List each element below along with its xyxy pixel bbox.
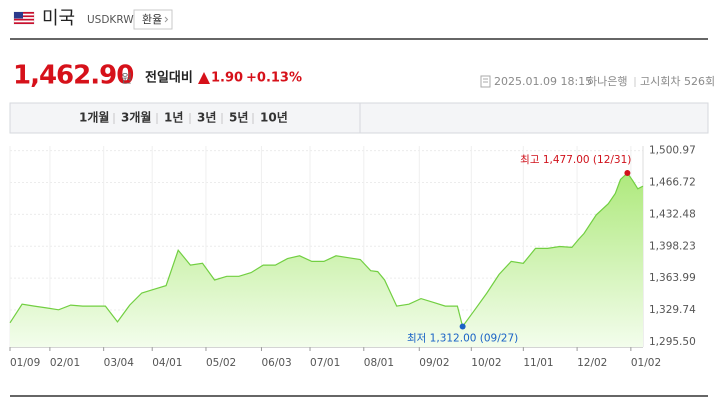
x-tick-label: 04/01 [152,357,182,369]
extreme-label: 최저 1,312.00 (09/27) [407,333,518,345]
datetime: 2025.01.09 18:15 [494,75,592,88]
tab[interactable]: 5년 [229,111,248,125]
tabs: 1개월 3개월 1년 3년 5년 10년 [79,110,288,125]
tab-bar [9,102,709,134]
button-label[interactable]: 환율 [142,13,162,26]
x-tick-label: 05/02 [206,357,236,369]
tab[interactable]: 1개월 [79,110,109,125]
x-tick-label: 12/02 [577,357,607,369]
x-tick-label: 08/01 [364,357,394,369]
tab[interactable]: 3년 [197,111,216,125]
y-tick-label: 1,466.72 [649,177,696,189]
round: 고시회차 526회 [640,75,715,88]
extreme-dot [624,169,631,176]
x-tick-label: 01/09 [10,357,40,369]
flag [13,11,35,25]
price-unit: 원 [121,72,132,86]
extreme-dot [459,323,466,330]
tab[interactable]: 1년 [164,111,183,125]
change-pct: +0.13% [246,71,302,86]
button-box[interactable] [133,9,173,30]
area-fill [10,173,643,347]
change-label: 전일대비 [145,70,193,86]
rate-button[interactable]: 환율 [133,9,173,30]
x-tick-label: 03/04 [104,357,135,369]
y-tick-label: 1,329.74 [649,304,696,316]
price: 1,462.90 [13,61,133,91]
x-tick-label: 09/02 [419,357,449,369]
x-tick-label: 02/01 [50,357,80,369]
tab[interactable]: 3개월 [121,110,151,125]
y-tick-label: 1,398.23 [649,240,696,252]
y-tick-label: 1,500.97 [649,145,696,157]
country: 미국 [42,8,75,29]
y-tick-label: 1,432.48 [649,208,696,220]
extreme-label: 최고 1,477.00 (12/31) [520,154,631,166]
up-arrow [198,72,210,84]
y-tick-label: 1,295.50 [649,336,696,348]
doc-icon [480,75,491,88]
line [9,172,644,328]
y-tick-label: 1,363.99 [649,272,696,284]
chart: 1,295.50 1,329.74 1,363.99 1,398.23 1,432.48… [9,145,696,369]
bank: 하나은행 [587,74,627,88]
x-tick-label: 06/03 [261,357,291,369]
x-tick-label: 07/01 [310,357,340,369]
currency-code: USDKRW [87,14,134,26]
x-tick-label: 11/01 [523,357,553,369]
x-tick-label: 10/02 [471,357,501,369]
tab[interactable]: 10년 [260,111,288,125]
x-tick-label: 01/02 [631,357,661,369]
change: 1.90 [211,71,243,86]
